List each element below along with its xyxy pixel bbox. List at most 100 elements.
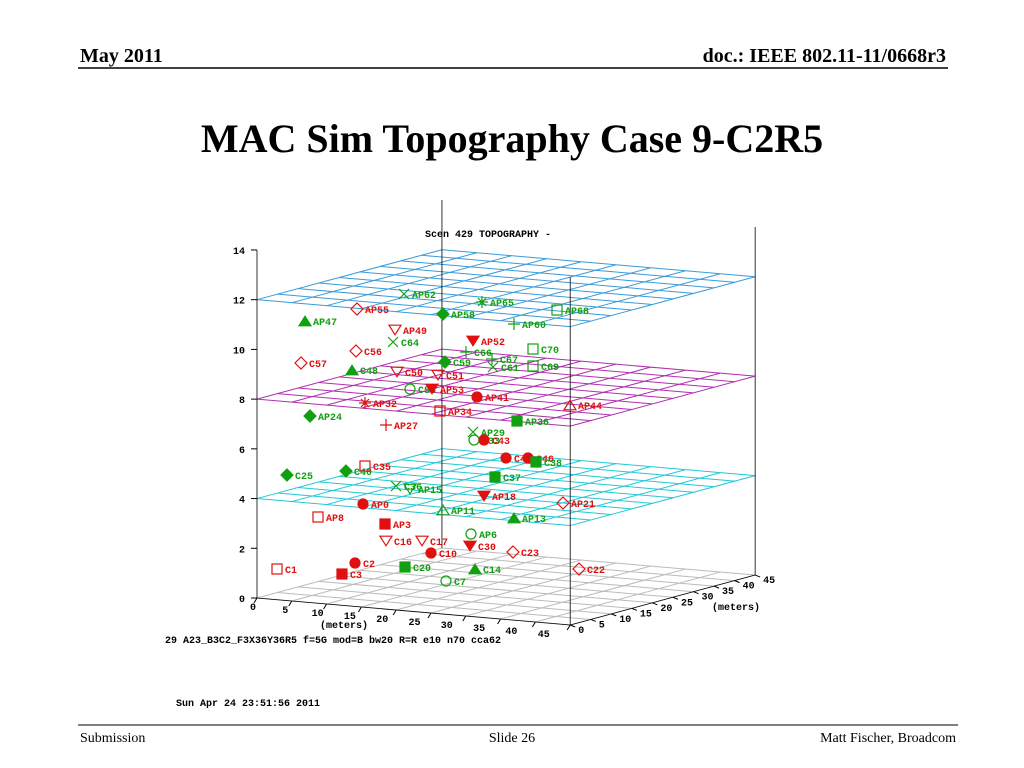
node-label: AP27 <box>394 422 418 433</box>
plane-grid-line <box>570 475 756 527</box>
plane-grid-line <box>535 372 721 424</box>
node-marker <box>390 480 402 492</box>
node-marker <box>380 419 392 431</box>
node-marker <box>297 315 313 327</box>
node-label: C66 <box>474 349 492 360</box>
node-marker <box>476 490 492 502</box>
z-tick-label: 12 <box>233 297 245 308</box>
node-marker <box>506 512 522 524</box>
node-marker <box>487 361 499 373</box>
node-label: C1 <box>285 566 297 577</box>
z-tick-label: 8 <box>239 396 245 407</box>
plane-grid-line <box>339 575 653 604</box>
x-tick-label: 20 <box>376 615 388 626</box>
plane-grid-line <box>396 559 582 611</box>
z-tick-label: 0 <box>239 595 245 606</box>
footer-center: Slide 26 <box>489 731 535 746</box>
node-marker <box>339 464 353 478</box>
node-label: AP65 <box>490 299 514 310</box>
x-tick <box>357 606 362 613</box>
node-label: C10 <box>439 550 457 561</box>
plane-grid-line <box>291 451 477 503</box>
plane-grid-line <box>380 464 694 493</box>
plane-grid-line <box>430 562 617 614</box>
node-label: C3 <box>350 571 362 582</box>
plane-grid-line <box>441 547 756 576</box>
x-tick-label: 45 <box>538 630 550 641</box>
plane-grid-line <box>326 454 512 506</box>
z-tick-label: 14 <box>233 247 245 258</box>
node-label: AP15 <box>418 486 442 497</box>
plane-grid-line <box>256 299 571 328</box>
plane-grid-line <box>361 258 547 310</box>
node-label: C46 <box>536 455 554 466</box>
plane-grid-line <box>535 571 721 623</box>
node-marker <box>489 471 501 483</box>
node-label: AP24 <box>318 413 342 424</box>
header-doc: doc.: IEEE 802.11-11/0668r3 <box>703 45 946 67</box>
plane-grid-line <box>535 273 721 325</box>
plane-grid-line <box>500 568 686 620</box>
plane-grid-line <box>421 453 735 482</box>
node-marker <box>379 518 391 530</box>
y-tick-label: 40 <box>743 582 755 593</box>
box-edge <box>570 574 756 626</box>
node-label: C50 <box>405 369 423 380</box>
node-marker <box>511 415 523 427</box>
node-marker <box>506 545 520 559</box>
node-label: AP18 <box>492 493 516 504</box>
node-marker <box>378 535 394 547</box>
node-label: C48 <box>360 367 378 378</box>
node-label: AP29 <box>481 429 505 440</box>
node-marker <box>344 364 360 376</box>
node-label: C33 <box>482 437 500 448</box>
node-label: AP8 <box>326 514 344 525</box>
node-marker <box>434 405 446 417</box>
plane-grid-line <box>361 556 547 608</box>
node-label: AP34 <box>448 408 472 419</box>
plane-grid-line <box>421 553 735 582</box>
plane-grid-line <box>430 264 617 316</box>
plane-grid-line <box>430 463 617 515</box>
node-label: AP49 <box>403 327 427 338</box>
node-marker <box>398 288 410 300</box>
x-tick <box>392 609 397 616</box>
node-marker <box>467 563 483 575</box>
node-marker <box>435 504 451 516</box>
node-label: AP41 <box>485 394 509 405</box>
plane-grid-line <box>291 252 477 304</box>
node-marker <box>438 355 452 369</box>
x-tick-label: 0 <box>250 603 256 614</box>
node-marker <box>425 547 437 559</box>
node-marker <box>414 535 430 547</box>
x-tick <box>497 618 502 625</box>
node-label: C25 <box>295 472 313 483</box>
y-tick <box>570 624 576 628</box>
header-date: May 2011 <box>80 45 163 67</box>
node-marker <box>436 307 450 321</box>
y-tick-label: 25 <box>681 598 693 609</box>
node-label: C67 <box>500 356 518 367</box>
z-tick-label: 4 <box>239 496 245 507</box>
node-marker <box>440 575 452 587</box>
x-tick <box>531 621 536 628</box>
node-marker <box>471 391 483 403</box>
plane-grid-line <box>277 591 591 620</box>
x-tick <box>462 615 467 622</box>
y-tick <box>693 591 699 595</box>
plane-grid-line <box>400 359 715 388</box>
y-tick-label: 0 <box>578 626 584 637</box>
y-tick-label: 15 <box>640 609 652 620</box>
node-marker <box>399 561 411 573</box>
node-marker <box>387 324 403 336</box>
plane-grid-line <box>359 271 673 300</box>
node-label: C53 <box>418 386 436 397</box>
node-label: AP0 <box>371 501 389 512</box>
plane-grid-line <box>400 459 715 488</box>
plot-timestamp: Sun Apr 24 23:51:56 2011 <box>176 699 320 710</box>
node-marker <box>350 302 364 316</box>
node-label: AP60 <box>522 321 546 332</box>
plane-grid-line <box>298 288 612 317</box>
node-label: C20 <box>413 564 431 575</box>
